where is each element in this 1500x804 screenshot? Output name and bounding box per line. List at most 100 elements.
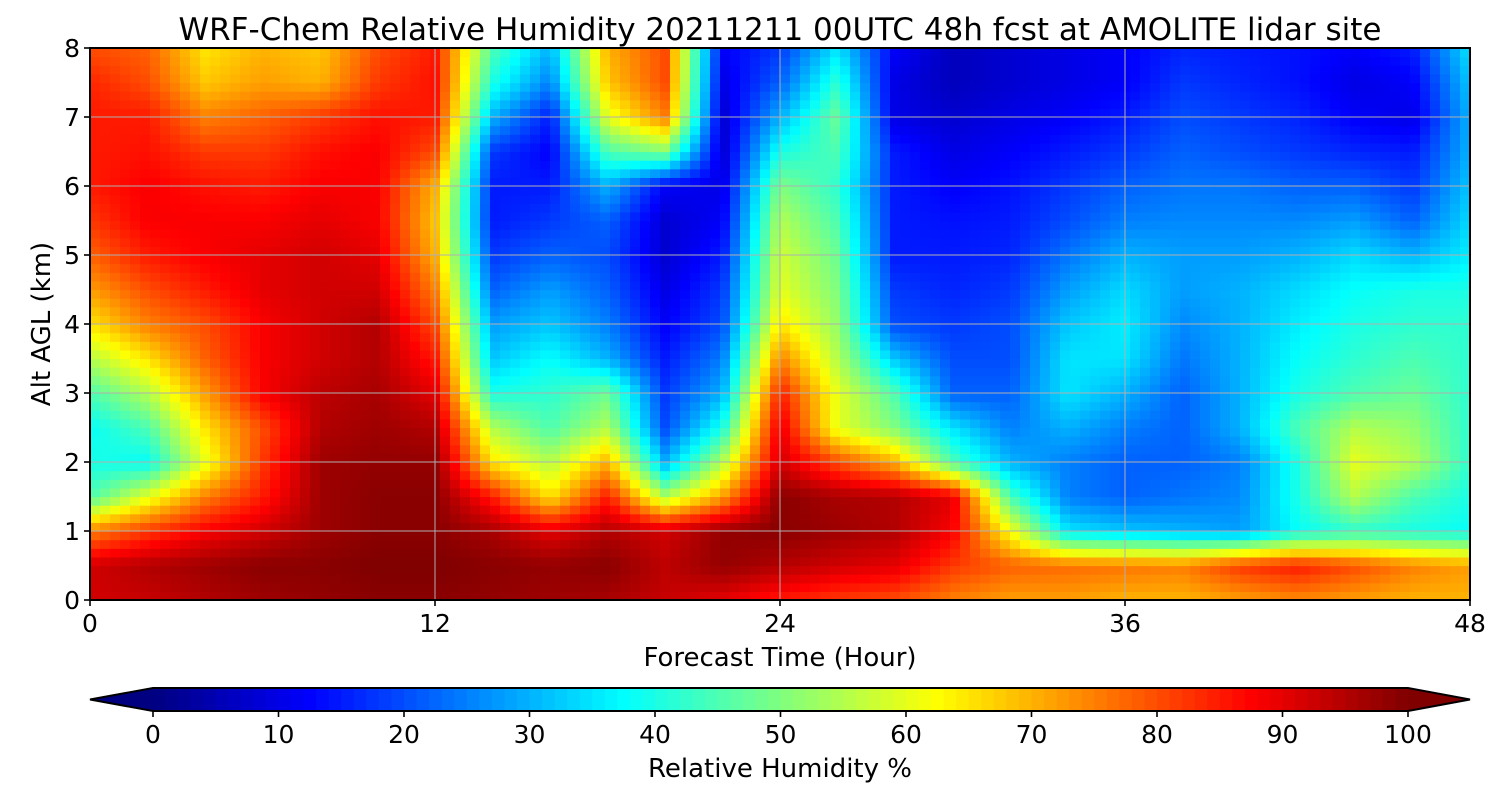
heatmap-cell bbox=[180, 298, 191, 308]
heatmap-cell bbox=[700, 401, 711, 411]
heatmap-cell bbox=[420, 531, 431, 541]
heatmap-cell bbox=[800, 384, 811, 394]
heatmap-cell bbox=[660, 289, 671, 299]
heatmap-cell bbox=[1130, 513, 1141, 523]
heatmap-cell bbox=[830, 375, 841, 385]
heatmap-cell bbox=[510, 479, 521, 489]
heatmap-cell bbox=[820, 582, 831, 592]
heatmap-cell bbox=[820, 375, 831, 385]
heatmap-cell bbox=[1440, 496, 1451, 506]
heatmap-cell bbox=[810, 436, 821, 446]
heatmap-cell bbox=[450, 332, 461, 342]
heatmap-cell bbox=[1010, 462, 1021, 472]
heatmap-cell bbox=[690, 453, 701, 463]
heatmap-cell bbox=[1220, 470, 1231, 480]
heatmap-cell bbox=[1100, 418, 1111, 429]
heatmap-cell bbox=[900, 505, 911, 515]
heatmap-cell bbox=[360, 565, 371, 575]
heatmap-cell bbox=[510, 289, 521, 299]
heatmap-cell bbox=[440, 418, 451, 429]
heatmap-cell bbox=[160, 358, 171, 368]
heatmap-cell bbox=[1160, 462, 1171, 472]
heatmap-cell bbox=[940, 341, 951, 351]
heatmap-cell bbox=[270, 280, 281, 291]
heatmap-cell bbox=[680, 556, 691, 567]
heatmap-cell bbox=[1400, 324, 1411, 334]
heatmap-cell bbox=[1230, 522, 1241, 532]
heatmap-cell bbox=[1390, 358, 1401, 368]
heatmap-cell bbox=[460, 306, 471, 316]
heatmap-cell bbox=[1310, 289, 1321, 299]
heatmap-cell bbox=[570, 505, 581, 515]
heatmap-cell bbox=[1140, 332, 1151, 342]
heatmap-cell bbox=[160, 324, 171, 334]
heatmap-cell bbox=[1220, 306, 1231, 316]
heatmap-cell bbox=[1230, 548, 1241, 558]
heatmap-cell bbox=[1430, 453, 1441, 463]
heatmap-cell bbox=[1270, 393, 1281, 403]
heatmap-cell bbox=[630, 453, 641, 463]
heatmap-cell bbox=[940, 591, 951, 601]
heatmap-cell bbox=[710, 462, 721, 472]
heatmap-cell bbox=[410, 522, 421, 532]
heatmap-cell bbox=[940, 427, 951, 437]
heatmap-cell bbox=[310, 393, 321, 403]
heatmap-cell bbox=[390, 367, 401, 377]
heatmap-cell bbox=[1060, 289, 1071, 299]
heatmap-cell bbox=[1050, 358, 1061, 368]
heatmap-cell bbox=[170, 349, 181, 360]
heatmap-cell bbox=[1410, 289, 1421, 299]
heatmap-cell bbox=[960, 487, 971, 498]
heatmap-cell bbox=[190, 324, 201, 334]
heatmap-cell bbox=[1150, 349, 1161, 360]
heatmap-cell bbox=[1190, 496, 1201, 506]
heatmap-cell bbox=[970, 375, 981, 385]
heatmap-cell bbox=[110, 367, 121, 377]
heatmap-cell bbox=[620, 401, 631, 411]
heatmap-cell bbox=[770, 401, 781, 411]
heatmap-cell bbox=[460, 315, 471, 325]
heatmap-cell bbox=[1100, 289, 1111, 299]
heatmap-cell bbox=[650, 410, 661, 420]
heatmap-cell bbox=[1060, 479, 1071, 489]
heatmap-cell bbox=[1100, 582, 1111, 592]
heatmap-cell bbox=[650, 358, 661, 368]
heatmap-cell bbox=[940, 367, 951, 377]
heatmap-cell bbox=[1440, 289, 1451, 299]
heatmap-cell bbox=[210, 436, 221, 446]
heatmap-cell bbox=[310, 496, 321, 506]
heatmap-cell bbox=[1230, 453, 1241, 463]
heatmap-cell bbox=[930, 436, 941, 446]
heatmap-cell bbox=[210, 513, 221, 523]
heatmap-cell bbox=[670, 479, 681, 489]
heatmap-cell bbox=[90, 384, 101, 394]
heatmap-cell bbox=[480, 367, 491, 377]
heatmap-cell bbox=[960, 367, 971, 377]
heatmap-cell bbox=[230, 470, 241, 480]
heatmap-cell bbox=[260, 418, 271, 429]
heatmap-cell bbox=[580, 470, 591, 480]
heatmap-cell bbox=[620, 410, 631, 420]
heatmap-cell bbox=[1290, 341, 1301, 351]
heatmap-cell bbox=[610, 574, 621, 584]
heatmap-cell bbox=[490, 332, 501, 342]
heatmap-cell bbox=[360, 462, 371, 472]
heatmap-cell bbox=[1290, 410, 1301, 420]
heatmap-cell bbox=[900, 358, 911, 368]
heatmap-cell bbox=[1220, 384, 1231, 394]
heatmap-cell bbox=[240, 479, 251, 489]
heatmap-cell bbox=[1400, 418, 1411, 429]
heatmap-cell bbox=[1110, 479, 1121, 489]
heatmap-cell bbox=[1090, 298, 1101, 308]
heatmap-cell bbox=[220, 574, 231, 584]
heatmap-cell bbox=[1300, 513, 1311, 523]
heatmap-cell bbox=[650, 548, 661, 558]
heatmap-cell bbox=[570, 444, 581, 454]
heatmap-cell bbox=[190, 298, 201, 308]
heatmap-cell bbox=[560, 479, 571, 489]
heatmap-cell bbox=[850, 401, 861, 411]
heatmap-cell bbox=[260, 375, 271, 385]
heatmap-cell bbox=[170, 358, 181, 368]
heatmap-cell bbox=[190, 332, 201, 342]
heatmap-cell bbox=[660, 393, 671, 403]
